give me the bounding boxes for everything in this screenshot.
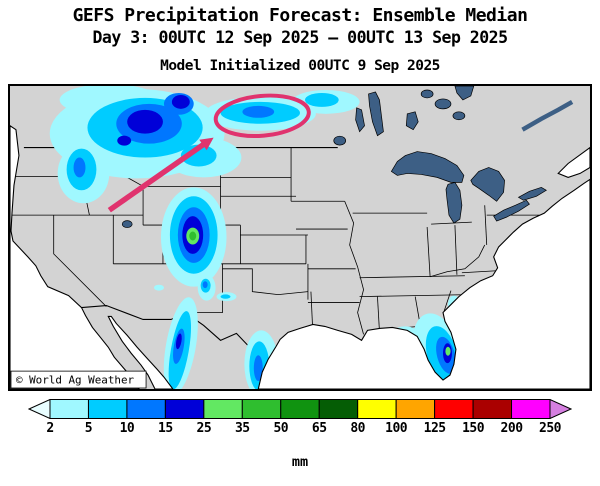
- canadian-lake: [420, 89, 434, 99]
- colorbar-tick-2: 2: [46, 421, 54, 436]
- colorbar-tick-labels: 2 5 10 15 25 35 50 65 80 100 125 150 200 250: [28, 419, 572, 437]
- lake-ontario: [517, 186, 547, 201]
- colorbar-tick-15: 15: [158, 421, 173, 436]
- colorbar-tick-125: 125: [423, 421, 446, 436]
- colorbar-tick-65: 65: [311, 421, 327, 436]
- lake-nipigon: [405, 111, 419, 131]
- lake-michigan: [445, 181, 463, 224]
- colorbar-tick-200: 200: [500, 421, 523, 436]
- map-svg: © World Ag Weather: [10, 86, 590, 389]
- legend-unit-label: mm: [291, 454, 309, 470]
- lake-huron: [470, 167, 505, 202]
- annotation-arrow-head: [199, 137, 214, 151]
- james-bay: [454, 86, 475, 101]
- colorbar-tick-150: 150: [462, 421, 485, 436]
- colorbar-tick-10: 10: [119, 421, 135, 436]
- lake-of-the-woods: [333, 135, 347, 146]
- colorbar-tick-100: 100: [385, 421, 408, 436]
- lakes-layer: [121, 86, 574, 228]
- colorbar-tick-5: 5: [84, 421, 93, 436]
- watermark-background: [10, 370, 147, 389]
- watermark-text: © World Ag Weather: [16, 374, 135, 387]
- colorbar-tick-50: 50: [273, 421, 289, 436]
- model-init-line: Model Initialized 00UTC 9 Sep 2025: [160, 58, 440, 74]
- annotation-ellipse: [213, 93, 311, 138]
- lake-winnipeg: [368, 91, 384, 137]
- annotation-layer: [107, 93, 311, 213]
- colorbar-tick-250: 250: [539, 421, 561, 436]
- chart-title: GEFS Precipitation Forecast: Ensemble Me…: [72, 5, 528, 26]
- valid-period: Day 3: 00UTC 12 Sep 2025 — 00UTC 13 Sep …: [92, 28, 508, 47]
- great-salt-lake: [121, 220, 133, 228]
- lake-superior: [390, 151, 465, 183]
- colorbar-tick-80: 80: [350, 421, 366, 436]
- annotation-arrow-shaft: [107, 141, 207, 213]
- st-lawrence-river: [521, 99, 574, 132]
- watermark-box: © World Ag Weather: [10, 370, 147, 389]
- colorbar-svg: [28, 399, 572, 419]
- colorbar-tick-25: 25: [196, 421, 212, 436]
- legend-colorbar: 2 5 10 15 25 35 50 65 80 100 125 150 200 250 mm: [28, 399, 572, 470]
- colorbar-tick-35: 35: [234, 421, 250, 436]
- canadian-lake: [452, 111, 466, 121]
- chart-header: GEFS Precipitation Forecast: Ensemble Me…: [0, 5, 600, 74]
- forecast-map: © World Ag Weather: [8, 84, 592, 391]
- canadian-lake: [434, 98, 452, 110]
- lake-erie: [493, 199, 530, 222]
- lake-manitoba: [355, 107, 365, 133]
